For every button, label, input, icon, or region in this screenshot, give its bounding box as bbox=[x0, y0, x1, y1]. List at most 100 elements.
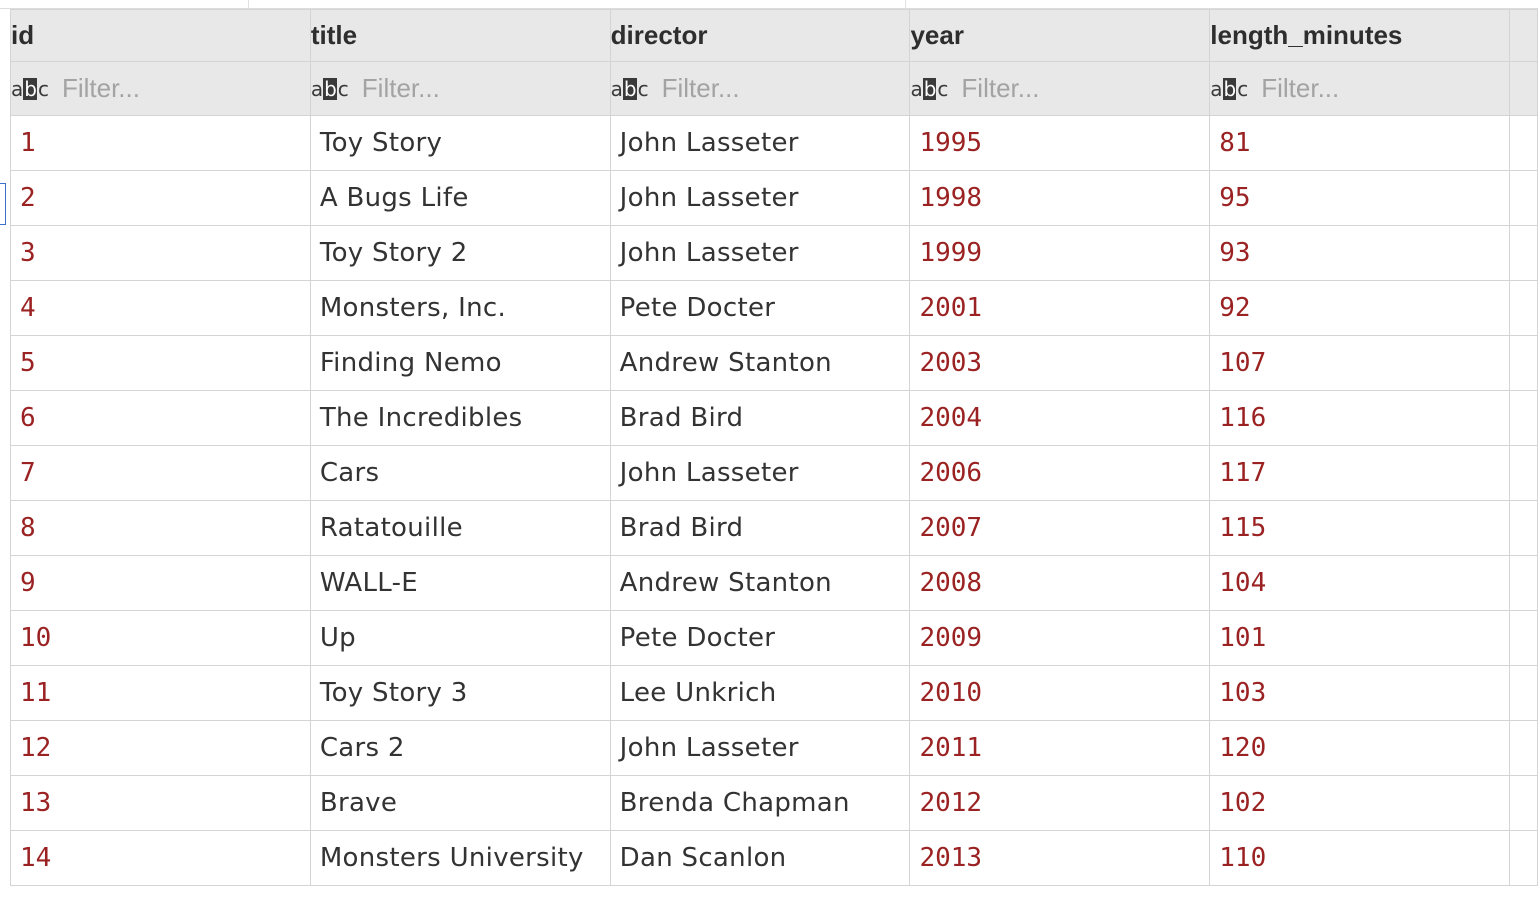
cell-title[interactable]: A Bugs Life bbox=[309, 170, 611, 226]
cell-id[interactable]: 5 bbox=[10, 335, 311, 391]
column-header-director[interactable]: director bbox=[609, 9, 911, 62]
cell-title[interactable]: Cars 2 bbox=[309, 720, 611, 776]
table-row[interactable]: 4 Monsters, Inc. Pete Docter 2001 92 bbox=[10, 280, 1538, 336]
cell-year[interactable]: 2004 bbox=[909, 390, 1211, 446]
cell-id[interactable]: 4 bbox=[10, 280, 311, 336]
cell-director[interactable]: Andrew Stanton bbox=[609, 335, 911, 391]
column-header-year[interactable]: year bbox=[909, 9, 1211, 62]
column-header-length-minutes[interactable]: length_minutes bbox=[1209, 9, 1511, 62]
cell-title[interactable]: Toy Story 2 bbox=[309, 225, 611, 281]
cell-title[interactable]: Up bbox=[309, 610, 611, 666]
filter-input-id[interactable] bbox=[61, 73, 282, 104]
cell-year[interactable]: 2001 bbox=[909, 280, 1211, 336]
cell-id[interactable]: 6 bbox=[10, 390, 311, 446]
cell-director[interactable]: Lee Unkrich bbox=[609, 665, 911, 721]
cell-id[interactable]: 8 bbox=[10, 500, 311, 556]
cell-title[interactable]: Cars bbox=[309, 445, 611, 501]
cell-id[interactable]: 3 bbox=[10, 225, 311, 281]
cell-title[interactable]: The Incredibles bbox=[309, 390, 611, 446]
cell-title[interactable]: Ratatouille bbox=[309, 500, 611, 556]
cell-id[interactable]: 1 bbox=[10, 115, 311, 171]
cell-director[interactable]: Pete Docter bbox=[609, 610, 911, 666]
table-row[interactable]: 5 Finding Nemo Andrew Stanton 2003 107 bbox=[10, 335, 1538, 391]
cell-title[interactable]: Monsters, Inc. bbox=[309, 280, 611, 336]
cell-year[interactable]: 2009 bbox=[909, 610, 1211, 666]
cell-director[interactable]: Brad Bird bbox=[609, 500, 911, 556]
column-header-id[interactable]: id bbox=[10, 9, 311, 62]
cell-director[interactable]: Brad Bird bbox=[609, 390, 911, 446]
cell-title[interactable]: Toy Story bbox=[309, 115, 611, 171]
cell-length-minutes[interactable]: 101 bbox=[1209, 610, 1511, 666]
table-row[interactable]: 8 Ratatouille Brad Bird 2007 115 bbox=[10, 500, 1538, 556]
cell-year[interactable]: 2008 bbox=[909, 555, 1211, 611]
cell-director[interactable]: Brenda Chapman bbox=[609, 775, 911, 831]
cell-length-minutes[interactable]: 110 bbox=[1209, 830, 1511, 886]
cell-id[interactable]: 10 bbox=[10, 610, 311, 666]
cell-year[interactable]: 1999 bbox=[909, 225, 1211, 281]
filter-input-title[interactable] bbox=[361, 73, 582, 104]
cell-director[interactable]: Pete Docter bbox=[609, 280, 911, 336]
cell-length-minutes[interactable]: 117 bbox=[1209, 445, 1511, 501]
cell-year[interactable]: 2006 bbox=[909, 445, 1211, 501]
cell-length-minutes[interactable]: 93 bbox=[1209, 225, 1511, 281]
cell-year[interactable]: 2011 bbox=[909, 720, 1211, 776]
cell-length-minutes[interactable]: 120 bbox=[1209, 720, 1511, 776]
table-row[interactable]: 6 The Incredibles Brad Bird 2004 116 bbox=[10, 390, 1538, 446]
table-row[interactable]: 12 Cars 2 John Lasseter 2011 120 bbox=[10, 720, 1538, 776]
table-row[interactable]: 7 Cars John Lasseter 2006 117 bbox=[10, 445, 1538, 501]
table-row[interactable]: 9 WALL-E Andrew Stanton 2008 104 bbox=[10, 555, 1538, 611]
cell-year[interactable]: 2012 bbox=[909, 775, 1211, 831]
cell-id[interactable]: 12 bbox=[10, 720, 311, 776]
table-row[interactable]: 11 Toy Story 3 Lee Unkrich 2010 103 bbox=[10, 665, 1538, 721]
filter-input-year[interactable] bbox=[961, 73, 1182, 104]
cell-length-minutes[interactable]: 95 bbox=[1209, 170, 1511, 226]
cell-title[interactable]: WALL-E bbox=[309, 555, 611, 611]
cell-length-minutes[interactable]: 102 bbox=[1209, 775, 1511, 831]
table-row[interactable]: 10 Up Pete Docter 2009 101 bbox=[10, 610, 1538, 666]
cell-year[interactable]: 1995 bbox=[909, 115, 1211, 171]
cell-year[interactable]: 1998 bbox=[909, 170, 1211, 226]
cell-title[interactable]: Monsters University bbox=[309, 830, 611, 886]
cell-length-minutes[interactable]: 116 bbox=[1209, 390, 1511, 446]
cell-title[interactable]: Brave bbox=[309, 775, 611, 831]
cell-length-minutes[interactable]: 104 bbox=[1209, 555, 1511, 611]
cell-director[interactable]: John Lasseter bbox=[609, 225, 911, 281]
cell-year[interactable]: 2013 bbox=[909, 830, 1211, 886]
cell-director[interactable]: Dan Scanlon bbox=[609, 830, 911, 886]
filter-input-length-minutes[interactable] bbox=[1261, 73, 1482, 104]
cell-id[interactable]: 11 bbox=[10, 665, 311, 721]
cell-id[interactable]: 14 bbox=[10, 830, 311, 886]
column-header-title[interactable]: title bbox=[309, 9, 611, 62]
cell-length-minutes[interactable]: 107 bbox=[1209, 335, 1511, 391]
cell-id[interactable]: 13 bbox=[10, 775, 311, 831]
cell-length-minutes[interactable]: 81 bbox=[1209, 115, 1511, 171]
cell-year[interactable]: 2010 bbox=[909, 665, 1211, 721]
cell-title[interactable]: Finding Nemo bbox=[309, 335, 611, 391]
cell-year[interactable]: 2007 bbox=[909, 500, 1211, 556]
cell-director[interactable]: John Lasseter bbox=[609, 115, 911, 171]
table-row[interactable]: 14 Monsters University Dan Scanlon 2013 110 bbox=[10, 830, 1538, 886]
cell-length-minutes[interactable]: 115 bbox=[1209, 500, 1511, 556]
cell-id[interactable]: 2 bbox=[10, 170, 311, 226]
cell-director[interactable]: John Lasseter bbox=[609, 720, 911, 776]
cell-year[interactable]: 2003 bbox=[909, 335, 1211, 391]
cell-director[interactable]: Andrew Stanton bbox=[609, 555, 911, 611]
table-row[interactable]: 3 Toy Story 2 John Lasseter 1999 93 bbox=[10, 225, 1538, 281]
cell-length-minutes[interactable]: 103 bbox=[1209, 665, 1511, 721]
cell-id[interactable]: 7 bbox=[10, 445, 311, 501]
header-row: id title director year length_minutes bbox=[10, 9, 1538, 62]
cell-title[interactable]: Toy Story 3 bbox=[309, 665, 611, 721]
table-row[interactable]: 1 Toy Story John Lasseter 1995 81 bbox=[10, 115, 1538, 171]
cell-id[interactable]: 9 bbox=[10, 555, 311, 611]
filter-input-director[interactable] bbox=[661, 73, 882, 104]
table-row[interactable]: 13 Brave Brenda Chapman 2012 102 bbox=[10, 775, 1538, 831]
cell-director[interactable]: John Lasseter bbox=[609, 170, 911, 226]
cell-length-minutes[interactable]: 92 bbox=[1209, 280, 1511, 336]
cell-director[interactable]: John Lasseter bbox=[609, 445, 911, 501]
